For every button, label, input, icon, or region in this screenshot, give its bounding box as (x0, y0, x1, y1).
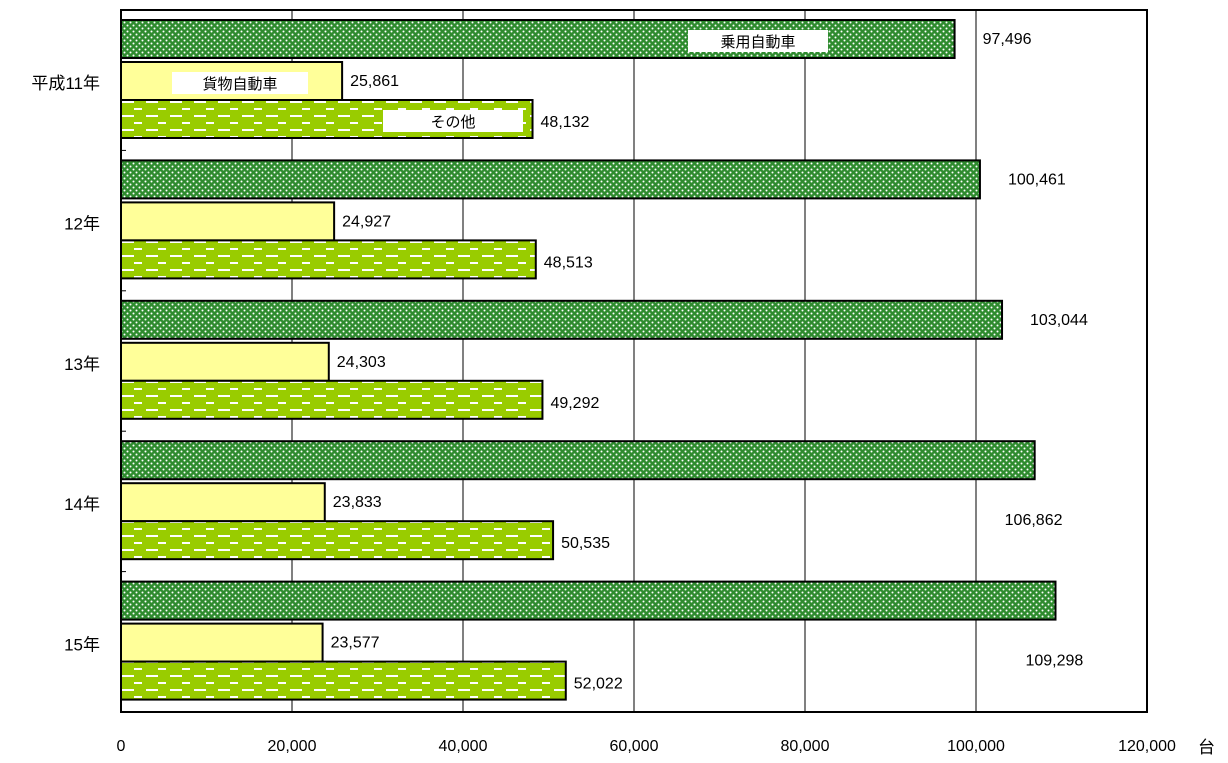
value-label: 100,461 (1008, 171, 1066, 188)
bar (120, 379, 544, 420)
labels: 0 20,000 40,000 60,000 80,000 100,000 120,000 台… (31, 30, 1215, 757)
x-tick-label: 40,000 (439, 738, 488, 755)
x-tick-label: 20,000 (268, 738, 317, 755)
value-label: 25,861 (350, 73, 399, 90)
value-label: 97,496 (983, 31, 1032, 48)
bar (120, 159, 981, 200)
category-label: 平成11年 (31, 74, 100, 93)
series-label: 乗用自動車 (720, 34, 795, 51)
bar (120, 201, 336, 242)
x-tick-label: 0 (117, 738, 126, 755)
bar (120, 440, 1036, 481)
value-label: 24,927 (342, 213, 391, 230)
bar (120, 520, 555, 561)
x-tick-label: 100,000 (947, 738, 1005, 755)
value-label: 109,298 (1025, 653, 1083, 670)
bar (120, 660, 567, 701)
value-label: 23,833 (333, 494, 382, 511)
value-label: 103,044 (1030, 312, 1088, 329)
series-label-box (172, 72, 308, 94)
value-label: 106,862 (1005, 512, 1063, 529)
category-label: 12年 (64, 214, 100, 233)
value-label: 50,535 (561, 535, 610, 552)
bar (120, 299, 1004, 340)
value-label: 49,292 (550, 395, 599, 412)
value-label: 23,577 (331, 635, 380, 652)
value-label: 48,132 (541, 114, 590, 131)
x-tick-label: 60,000 (610, 738, 659, 755)
bar (120, 580, 1057, 621)
x-unit-label: 台 (1198, 738, 1215, 757)
value-label: 52,022 (574, 676, 623, 693)
x-tick-label: 80,000 (781, 738, 830, 755)
bar (120, 341, 330, 382)
value-label: 48,513 (544, 254, 593, 271)
bar (120, 622, 324, 663)
category-label: 14年 (64, 495, 100, 514)
series-label: 貨物自動車 (202, 76, 277, 93)
bar (120, 482, 326, 523)
value-label: 24,303 (337, 354, 386, 371)
category-label: 13年 (64, 355, 100, 374)
series-label-box (688, 30, 828, 52)
plot-area-frame (120, 9, 1148, 713)
bars (120, 19, 1057, 701)
bar (120, 239, 537, 280)
series-label: その他 (430, 114, 475, 131)
series-label-box (383, 110, 523, 132)
bar (120, 19, 956, 59)
category-label: 15年 (64, 636, 100, 655)
x-tick-label: 120,000 (1118, 738, 1176, 755)
